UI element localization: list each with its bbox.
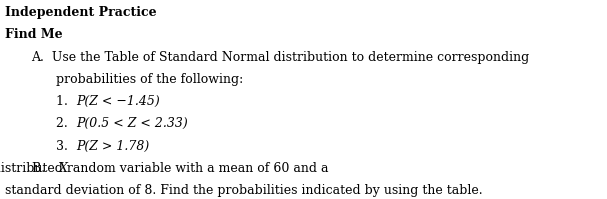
Text: P(0.5 < Z < 2.33): P(0.5 < Z < 2.33)	[76, 117, 188, 130]
Text: Independent Practice: Independent Practice	[5, 6, 157, 19]
Text: Find Me: Find Me	[5, 28, 63, 41]
Text: P(Z < −1.45): P(Z < −1.45)	[76, 95, 160, 108]
Text: X: X	[59, 162, 68, 175]
Text: 2.: 2.	[56, 117, 72, 130]
Text: 3.: 3.	[56, 140, 72, 153]
Text: A.  Use the Table of Standard Normal distribution to determine corresponding: A. Use the Table of Standard Normal dist…	[32, 51, 530, 63]
Text: standard deviation of 8. Find the probabilities indicated by using the table.: standard deviation of 8. Find the probab…	[5, 184, 483, 197]
Text: B.: B.	[32, 162, 53, 175]
Text: 1.: 1.	[56, 95, 72, 108]
Text: P(Z > 1.78): P(Z > 1.78)	[76, 140, 149, 153]
Text: probabilities of the following:: probabilities of the following:	[56, 73, 243, 86]
Text: is a normally distributed random variable with a mean of 60 and a: is a normally distributed random variabl…	[0, 162, 329, 175]
